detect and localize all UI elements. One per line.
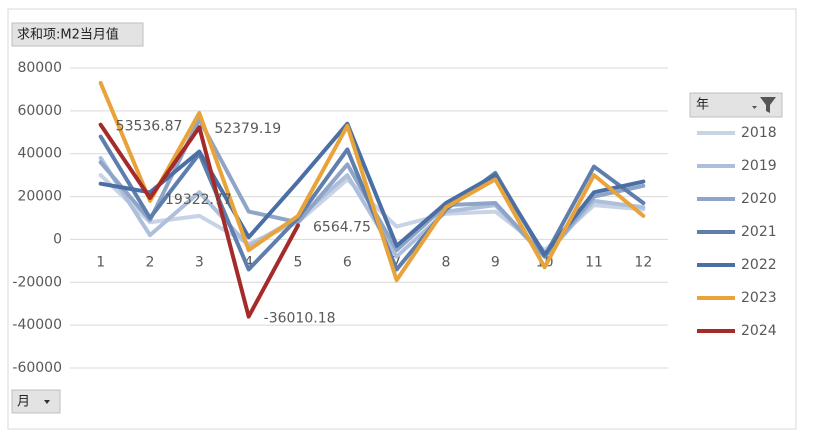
y-tick-label: 60000 xyxy=(17,103,62,119)
legend-field-label: 年 xyxy=(696,98,709,113)
x-tick-label: 5 xyxy=(294,254,303,270)
legend-label: 2018 xyxy=(741,125,777,141)
series-line xyxy=(98,122,300,319)
axis-field-label: 月 xyxy=(17,395,30,410)
data-label: 19322.77 xyxy=(165,192,232,208)
filter-icon xyxy=(752,97,776,113)
y-tick-label: 20000 xyxy=(17,189,62,205)
y-tick-label: 80000 xyxy=(17,60,62,76)
value-field-label: 求和项:M2当月值 xyxy=(17,27,119,43)
legend-label: 2020 xyxy=(741,191,777,207)
value-field-button[interactable] xyxy=(11,22,144,47)
legend-label: 2021 xyxy=(741,224,777,240)
y-tick-label: 40000 xyxy=(17,146,62,162)
x-tick-label: 8 xyxy=(442,254,451,270)
x-tick-label: 2 xyxy=(146,254,155,270)
y-tick-label: -40000 xyxy=(12,317,62,333)
legend-label: 2024 xyxy=(741,323,777,339)
data-label: 52379.19 xyxy=(214,121,281,137)
x-tick-label: 7 xyxy=(392,254,401,270)
data-label: -36010.18 xyxy=(264,311,336,327)
x-tick-label: 3 xyxy=(195,254,204,270)
data-label: 53536.87 xyxy=(116,119,183,135)
legend-label: 2023 xyxy=(741,290,777,306)
data-label: 6564.75 xyxy=(313,219,371,235)
chart-border xyxy=(7,8,797,430)
axis-field-button[interactable] xyxy=(11,389,61,414)
x-tick-label: 4 xyxy=(244,254,253,270)
series-line xyxy=(98,121,646,257)
x-tick-label: 11 xyxy=(585,254,603,270)
y-tick-label: -60000 xyxy=(12,360,62,376)
x-tick-label: 9 xyxy=(491,254,500,270)
legend-label: 2019 xyxy=(741,158,777,174)
y-tick-label: -20000 xyxy=(12,274,62,290)
x-tick-label: 6 xyxy=(343,254,352,270)
x-tick-label: 1 xyxy=(96,254,105,270)
series-line xyxy=(98,81,646,283)
legend-label: 2022 xyxy=(741,257,777,273)
y-tick-label: 0 xyxy=(53,231,62,247)
dropdown-icon xyxy=(44,400,50,404)
x-tick-label: 12 xyxy=(634,254,652,270)
